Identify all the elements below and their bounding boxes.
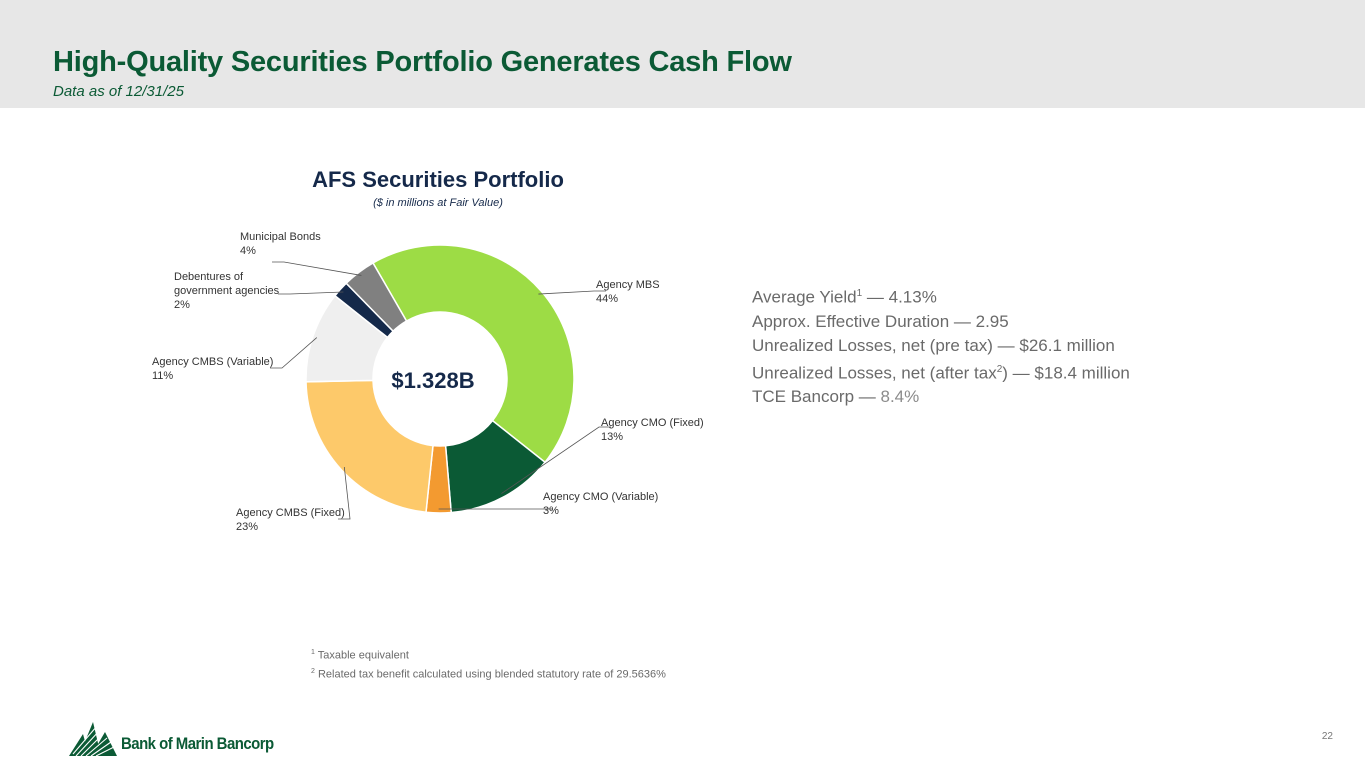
slice-label-agency-cmo-fixed: Agency CMO (Fixed) 13% bbox=[601, 417, 704, 443]
leader-line-municipal-bonds bbox=[272, 261, 362, 276]
slice-label-municipal-bonds: Municipal Bonds 4% bbox=[240, 231, 321, 257]
trees-logo-icon bbox=[69, 722, 117, 757]
leader-line-agency-cmbs-variable bbox=[270, 337, 318, 369]
donut-center-total: $1.328B bbox=[391, 368, 474, 393]
stat-effective-duration: Approx. Effective Duration — 2.95 bbox=[752, 311, 1009, 331]
leader-line-agency-mbs bbox=[538, 290, 606, 295]
stat-tce-bancorp: TCE Bancorp — 8.4% bbox=[752, 387, 920, 407]
slice-label-agency-mbs: Agency MBS 44% bbox=[596, 279, 660, 305]
slice-label-agency-cmo-variable: Agency CMO (Variable) 3% bbox=[543, 491, 658, 517]
page-number: 22 bbox=[1321, 731, 1333, 742]
slice-label-debentures: Debentures of government agencies 2% bbox=[174, 271, 280, 311]
stat-unrealized-pre-tax: Unrealized Losses, net (pre tax) — $26.1… bbox=[752, 335, 1115, 355]
stat-average-yield: Average Yield1 — 4.13% bbox=[752, 287, 937, 307]
portfolio-stats: Average Yield1 — 4.13% Approx. Effective… bbox=[752, 282, 1130, 409]
page-subtitle: Data as of 12/31/25 bbox=[53, 83, 184, 100]
logo-wordmark: Bank of Marin Bancorp bbox=[121, 734, 274, 753]
slice-label-agency-cmbs-fixed: Agency CMBS (Fixed) 23% bbox=[236, 507, 345, 533]
leader-line-agency-cmbs-fixed bbox=[338, 466, 351, 520]
slice-agency-mbs bbox=[371, 244, 575, 464]
leader-line-agency-cmo-fixed bbox=[501, 426, 611, 494]
footnotes: 1 Taxable equivalent 2 Related tax benef… bbox=[311, 645, 666, 682]
leader-line-debentures bbox=[278, 291, 344, 295]
slice-municipal-bonds bbox=[345, 261, 408, 333]
footnote-ref-1: 1 bbox=[856, 288, 863, 299]
chart-subtitle: ($ in millions at Fair Value) bbox=[373, 197, 503, 209]
footnote-ref-2: 2 bbox=[996, 363, 1003, 375]
header-band: High-Quality Securities Portfolio Genera… bbox=[0, 0, 1365, 108]
footnote-2: 2 Related tax benefit calculated using b… bbox=[311, 667, 666, 681]
chart-title: AFS Securities Portfolio bbox=[312, 167, 564, 192]
page-title: High-Quality Securities Portfolio Genera… bbox=[53, 46, 792, 78]
bank-logo: Bank of Marin Bancorp bbox=[67, 718, 282, 758]
stat-unrealized-after-tax: Unrealized Losses, net (after tax2) — $1… bbox=[752, 363, 1130, 383]
slice-agency-cmbs-fixed bbox=[305, 379, 434, 514]
slice-label-agency-cmbs-variable: Agency CMBS (Variable) 11% bbox=[152, 356, 273, 382]
footnote-1: 1 Taxable equivalent bbox=[311, 649, 409, 662]
